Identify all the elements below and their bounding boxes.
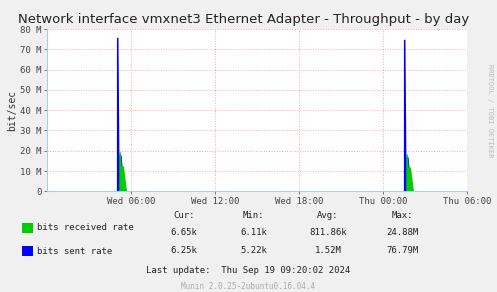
Text: bits received rate: bits received rate (37, 223, 134, 232)
Text: Avg:: Avg: (317, 211, 339, 220)
Text: 6.65k: 6.65k (170, 228, 197, 237)
Text: Munin 2.0.25-2ubuntu0.16.04.4: Munin 2.0.25-2ubuntu0.16.04.4 (181, 282, 316, 291)
Text: Max:: Max: (392, 211, 414, 220)
Text: bits sent rate: bits sent rate (37, 247, 112, 256)
Text: 811.86k: 811.86k (309, 228, 347, 237)
Text: 76.79M: 76.79M (387, 246, 418, 255)
Text: RRDTOOL / TOBI OETIKER: RRDTOOL / TOBI OETIKER (487, 64, 493, 158)
Y-axis label: bit/sec: bit/sec (7, 90, 17, 131)
Text: Cur:: Cur: (173, 211, 195, 220)
Text: Min:: Min: (243, 211, 264, 220)
Text: 24.88M: 24.88M (387, 228, 418, 237)
Text: Last update:  Thu Sep 19 09:20:02 2024: Last update: Thu Sep 19 09:20:02 2024 (147, 266, 350, 274)
Text: 6.25k: 6.25k (170, 246, 197, 255)
Text: Network interface vmxnet3 Ethernet Adapter - Throughput - by day: Network interface vmxnet3 Ethernet Adapt… (18, 13, 469, 26)
Text: 1.52M: 1.52M (315, 246, 341, 255)
Text: 5.22k: 5.22k (240, 246, 267, 255)
Text: 6.11k: 6.11k (240, 228, 267, 237)
